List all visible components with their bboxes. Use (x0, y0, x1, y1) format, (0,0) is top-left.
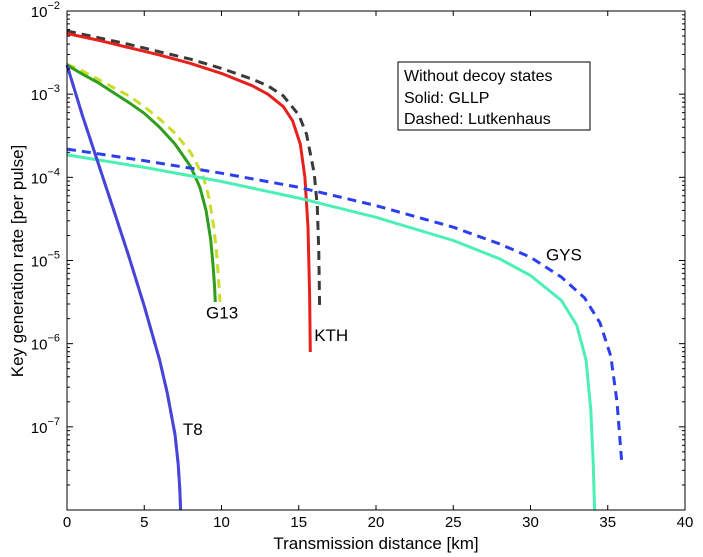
x-axis-label: Transmission distance [km] (273, 534, 478, 553)
series-line-g13-gllp (66, 63, 217, 303)
x-tick-label: 25 (445, 514, 462, 531)
series-line-gys-gllp (66, 153, 597, 511)
legend-line-dashed: Dashed: Lutkenhaus (404, 111, 551, 128)
y-tick-label: 10−5 (31, 250, 60, 271)
x-tick-label: 20 (368, 514, 385, 531)
x-tick-label: 0 (63, 514, 71, 531)
series-line-kth-gllp (66, 32, 312, 353)
series-layer (65, 29, 624, 511)
tick-layer: 0 5 10 15 20 25 30 35 40 10−2 10−3 10−4 10−5 10−6 10−7 (31, 0, 694, 531)
series-annotation-g13: G13 (206, 304, 238, 323)
y-tick-label: 10−6 (31, 333, 60, 354)
series-line-gys-lutkenhaus (66, 147, 624, 462)
legend-box: Without decoy states Solid: GLLP Dashed:… (397, 61, 591, 131)
x-tick-label: 10 (213, 514, 230, 531)
y-tick-label: 10−4 (31, 166, 60, 187)
x-tick-label: 35 (599, 514, 616, 531)
legend-line-solid: Solid: GLLP (404, 90, 489, 107)
x-tick-label: 15 (290, 514, 307, 531)
legend-frame (397, 61, 591, 131)
x-tick-label: 40 (677, 514, 694, 531)
series-annotation-t8: T8 (183, 420, 203, 439)
legend-line-title: Without decoy states (404, 68, 553, 85)
series-line-kth-lutkenhaus (66, 29, 322, 307)
annotation-layer: KTH G13 GYS T8 (183, 246, 582, 440)
x-tick-label: 30 (522, 514, 539, 531)
y-tick-label: 10−7 (31, 416, 60, 437)
x-tick-label: 5 (140, 514, 148, 531)
series-annotation-kth: KTH (314, 326, 348, 345)
y-tick-label: 10−3 (31, 83, 60, 104)
series-annotation-gys: GYS (546, 246, 582, 265)
y-tick-label: 10−2 (31, 0, 60, 21)
y-axis-label: Key generation rate [per pulse] (8, 145, 27, 377)
series-line-t8-gllp (65, 64, 183, 511)
